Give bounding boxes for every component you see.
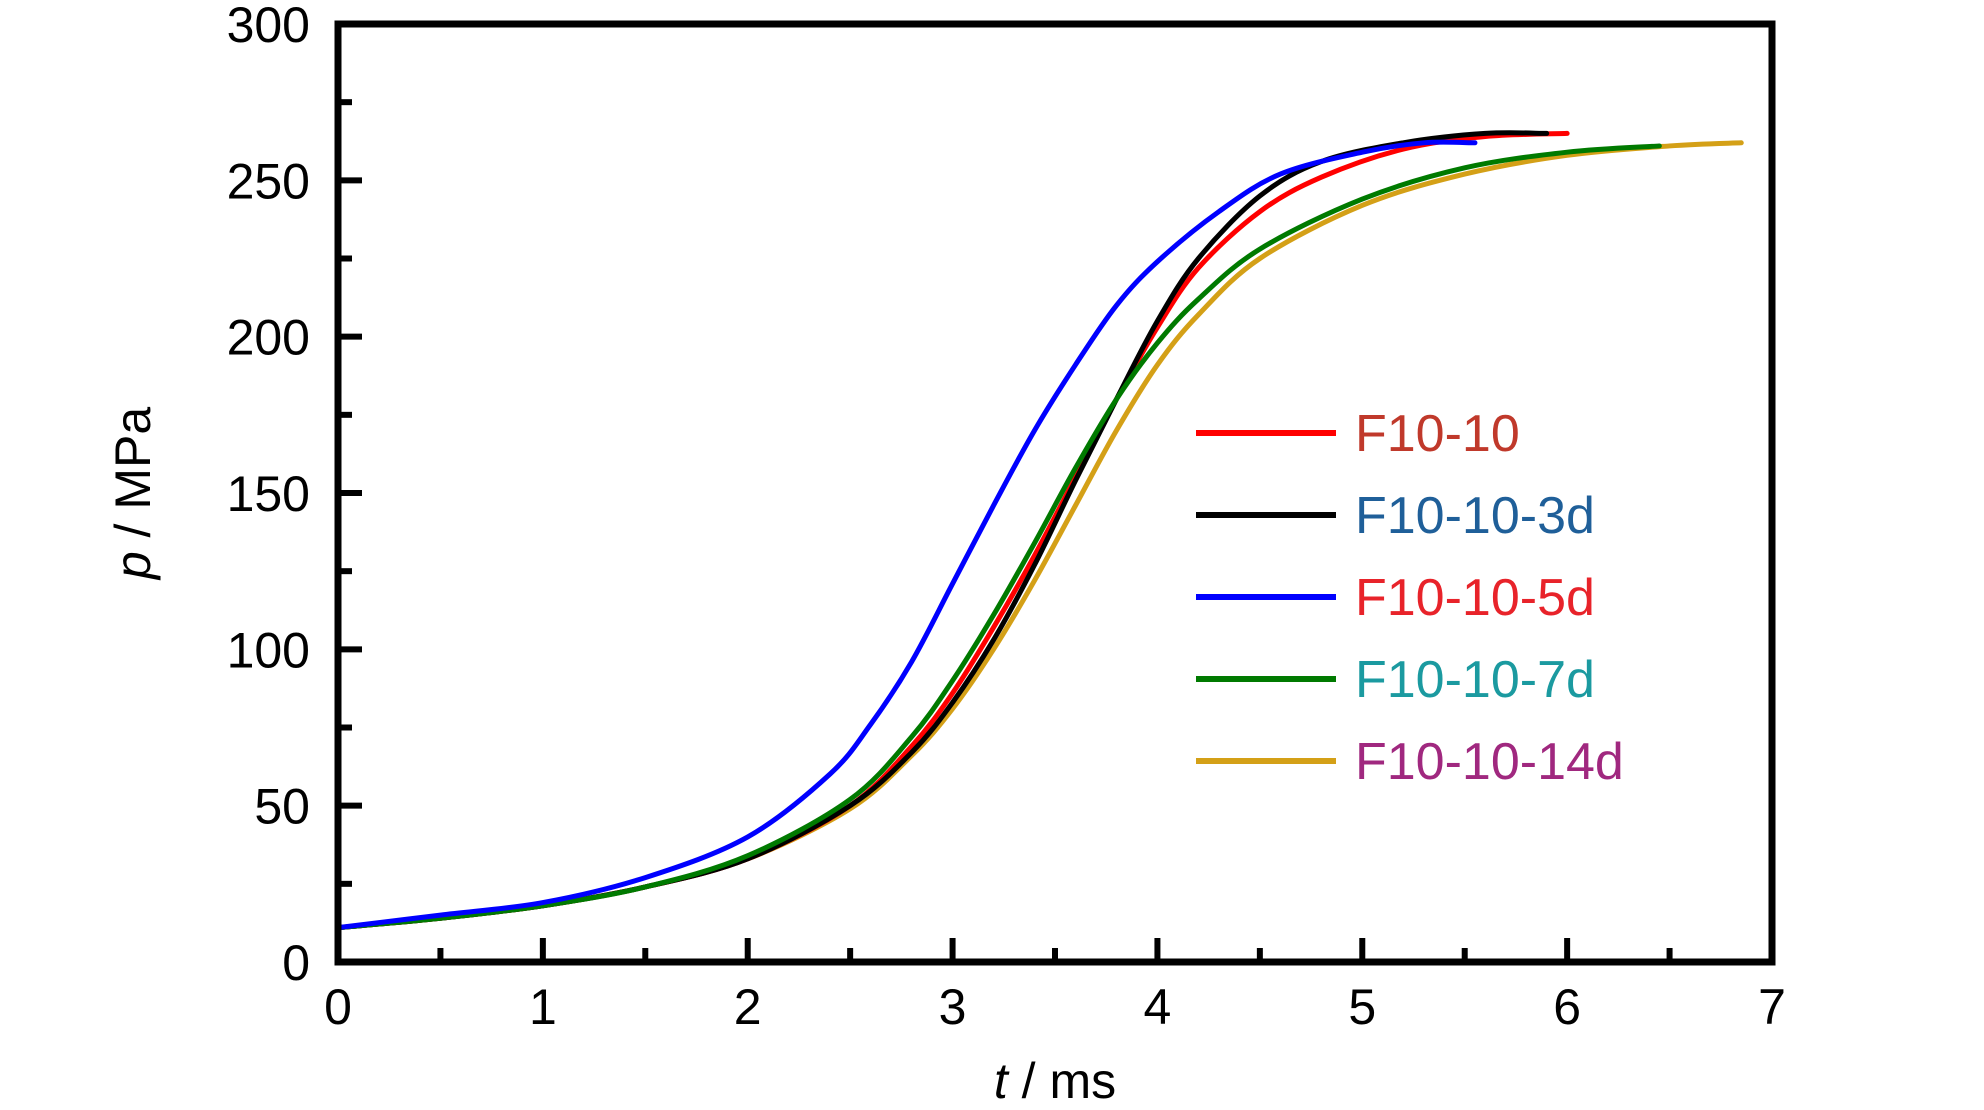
legend-label-f10-10-7d: F10-10-7d [1355,651,1595,709]
y-tick-label: 150 [227,466,310,522]
y-tick-label: 250 [227,153,310,209]
series-layer [335,130,1744,931]
legend-label-f10-10-5d: F10-10-5d [1355,569,1595,627]
series-line-f10-10-7d [335,143,1662,931]
y-tick-label: 200 [227,310,310,366]
x-tick-label: 6 [1553,979,1581,1035]
x-tick-label: 5 [1348,979,1376,1035]
legend-label-f10-10-3d: F10-10-3d [1355,487,1595,545]
y-axis-title: p / MPa [105,407,161,581]
x-axis-title: t / ms [994,1053,1116,1109]
legend: F10-10 F10-10-3d F10-10-5d F10-10-7d F10-10-… [1196,405,1624,791]
x-tick-label: 3 [939,979,967,1035]
x-tick-label: 4 [1144,979,1172,1035]
series-line-f10-10-5d [335,139,1478,931]
legend-label-f10-10-14d: F10-10-14d [1355,733,1624,791]
axes-layer: 0 1 2 3 4 5 6 7 0 50 100 150 200 250 300 t / ms p / MPa [105,0,1786,1109]
legend-label-f10-10: F10-10 [1355,405,1520,463]
x-tick-label: 1 [529,979,557,1035]
y-tick-label: 300 [227,0,310,53]
y-tick-label: 50 [254,779,310,835]
x-tick-label: 7 [1758,979,1786,1035]
y-tick-label: 100 [227,622,310,678]
x-tick-label: 2 [734,979,762,1035]
x-tick-label: 0 [324,979,352,1035]
y-tick-label: 0 [282,935,310,991]
